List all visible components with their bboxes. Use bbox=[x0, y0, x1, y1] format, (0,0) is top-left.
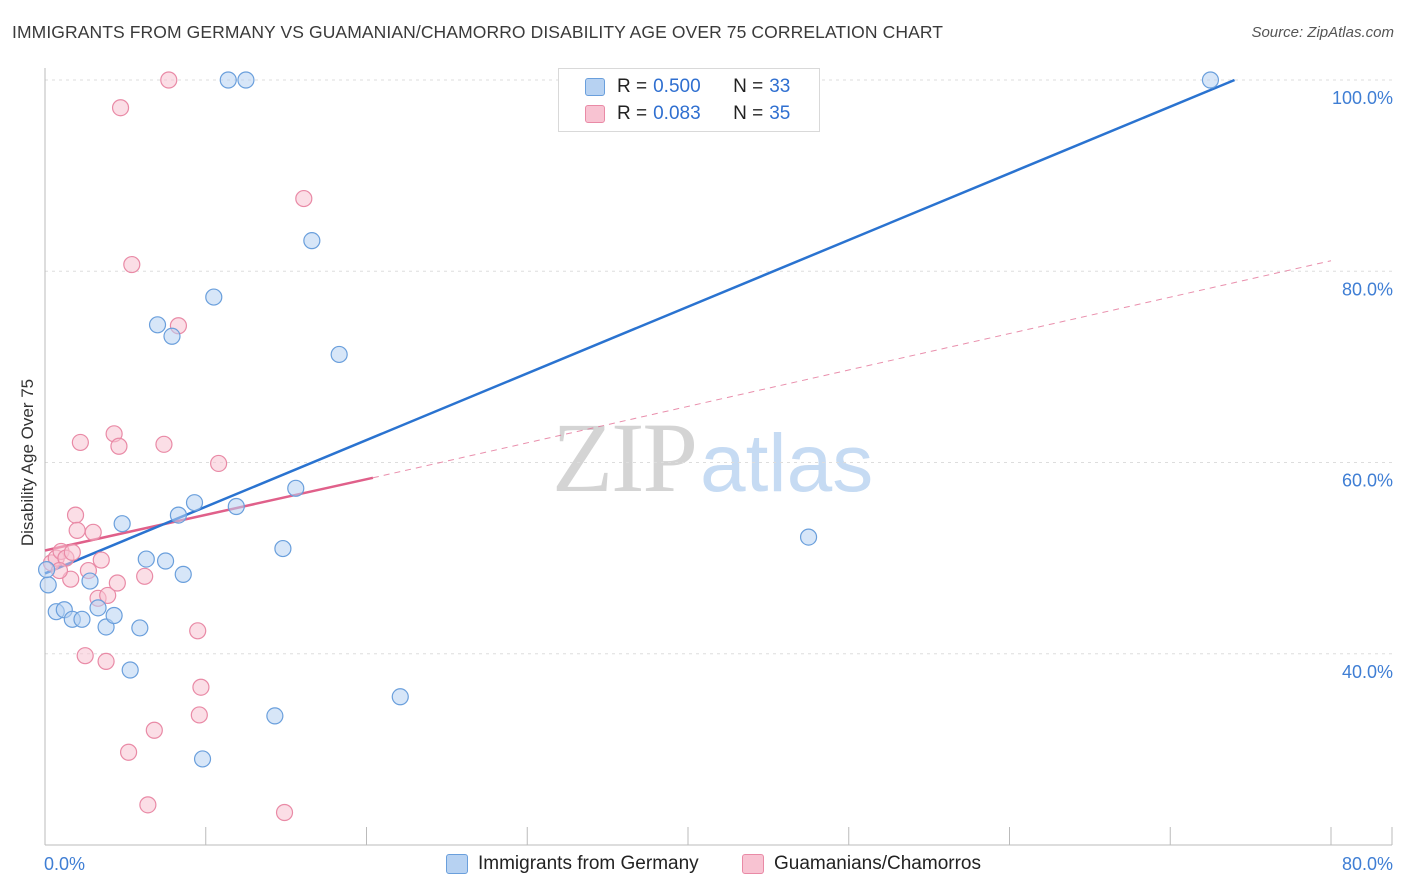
point-guamanian bbox=[123, 255, 141, 274]
legend-swatch-guam bbox=[585, 105, 605, 123]
point-guamanian bbox=[210, 454, 228, 473]
point-guamanian bbox=[97, 652, 115, 671]
y-axis-label: Disability Age Over 75 bbox=[18, 379, 37, 546]
y-tick-label: 80.0% bbox=[1342, 279, 1393, 299]
bottom-legend-swatch-guam bbox=[742, 854, 764, 874]
chart-title: IMMIGRANTS FROM GERMANY VS GUAMANIAN/CHA… bbox=[12, 22, 944, 42]
axes bbox=[44, 68, 1393, 846]
trend-lines bbox=[44, 78, 1332, 575]
legend-row-guam: R = 0.083 N = 35 bbox=[585, 101, 790, 127]
point-guamanian bbox=[275, 803, 294, 822]
point-guamanian bbox=[76, 647, 94, 665]
data-points bbox=[38, 71, 1220, 822]
y-tick-label: 60.0% bbox=[1342, 471, 1393, 491]
bottom-legend-swatch-germany bbox=[446, 854, 468, 874]
legend-r-label: R = bbox=[617, 76, 648, 97]
point-germany bbox=[148, 316, 167, 334]
point-guamanian bbox=[71, 433, 89, 452]
point-germany bbox=[81, 572, 99, 590]
chart-source: Source: ZipAtlas.com bbox=[1251, 24, 1394, 41]
point-guamanian bbox=[136, 567, 154, 585]
bottom-legend-label-germany: Immigrants from Germany bbox=[478, 853, 699, 874]
point-germany bbox=[156, 552, 175, 570]
legend-r-value: 0.500 bbox=[653, 76, 701, 97]
point-germany bbox=[131, 619, 149, 637]
point-germany bbox=[219, 71, 237, 89]
point-germany bbox=[799, 528, 818, 546]
point-germany bbox=[113, 515, 131, 533]
point-germany bbox=[174, 565, 192, 583]
legend-row-germany: R = 0.500 N = 33 bbox=[585, 74, 790, 100]
point-germany bbox=[89, 599, 107, 617]
point-germany bbox=[330, 345, 348, 364]
point-guamanian bbox=[66, 506, 85, 524]
x-tick-label: 0.0% bbox=[44, 854, 85, 874]
point-germany bbox=[185, 494, 204, 512]
point-guamanian bbox=[68, 521, 86, 539]
bottom-legend-guam: Guamanians/Chamorros bbox=[742, 852, 981, 876]
grid-lines bbox=[45, 79, 1392, 655]
point-guamanian bbox=[160, 71, 178, 89]
legend-swatch-germany bbox=[585, 78, 605, 96]
point-germany bbox=[227, 497, 245, 516]
point-germany bbox=[303, 232, 321, 250]
point-guamanian bbox=[145, 721, 163, 739]
point-guamanian bbox=[119, 743, 138, 761]
point-germany bbox=[193, 750, 212, 768]
point-guamanian bbox=[111, 99, 130, 117]
bottom-legend-label-guam: Guamanians/Chamorros bbox=[774, 853, 981, 874]
bottom-legend-germany: Immigrants from Germany bbox=[446, 852, 699, 876]
point-guamanian bbox=[190, 706, 208, 724]
point-germany bbox=[73, 610, 91, 628]
point-germany bbox=[169, 506, 188, 524]
trend-line-guam bbox=[44, 476, 374, 552]
point-germany bbox=[38, 560, 56, 579]
point-guamanian bbox=[295, 189, 313, 208]
y-tick-label: 40.0% bbox=[1342, 662, 1393, 682]
point-germany bbox=[287, 479, 305, 497]
correlation-legend: R = 0.500 N = 33 R = 0.083 N = 35 bbox=[558, 68, 820, 132]
legend-r-value: 0.083 bbox=[653, 103, 701, 124]
trend-line-guam-extension bbox=[372, 260, 1332, 479]
x-tick-label: 80.0% bbox=[1342, 854, 1393, 874]
point-germany bbox=[121, 661, 139, 679]
point-germany bbox=[237, 71, 255, 89]
point-germany bbox=[205, 288, 223, 306]
point-germany bbox=[137, 550, 155, 568]
point-guamanian bbox=[99, 586, 117, 605]
legend-n-value: 33 bbox=[769, 76, 791, 97]
y-tick-label: 100.0% bbox=[1332, 88, 1393, 108]
point-guamanian bbox=[192, 678, 210, 696]
legend-n-label: N = bbox=[733, 103, 764, 124]
point-germany bbox=[274, 539, 292, 558]
point-guamanian bbox=[189, 622, 207, 640]
point-germany bbox=[163, 327, 181, 345]
point-guamanian bbox=[92, 551, 110, 569]
point-germany bbox=[266, 707, 284, 725]
point-guamanian bbox=[63, 543, 81, 561]
legend-n-value: 35 bbox=[769, 103, 791, 124]
point-guamanian bbox=[155, 435, 173, 453]
legend-n-label: N = bbox=[733, 76, 764, 97]
legend-r-label: R = bbox=[617, 103, 648, 124]
point-germany bbox=[391, 688, 409, 706]
point-germany bbox=[105, 606, 123, 625]
point-guamanian bbox=[139, 796, 157, 814]
point-guamanian bbox=[108, 574, 126, 592]
trend-line-germany bbox=[44, 78, 1236, 575]
point-guamanian bbox=[110, 437, 128, 455]
tick-labels: 100.0% 80.0% 60.0% 40.0% 0.0% 80.0% Disability… bbox=[18, 88, 1393, 874]
point-germany bbox=[39, 576, 57, 594]
point-germany bbox=[1201, 71, 1220, 89]
point-guamanian bbox=[84, 523, 102, 541]
